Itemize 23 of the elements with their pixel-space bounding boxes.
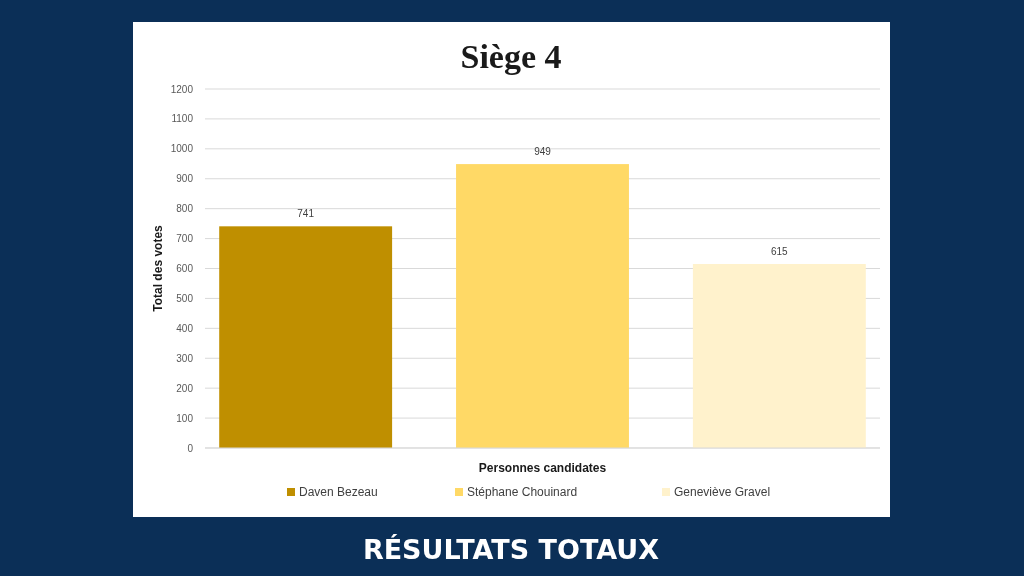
y-tick-label: 100 bbox=[176, 412, 194, 424]
y-axis-title: Total des votes bbox=[151, 224, 165, 312]
y-tick-label: 1200 bbox=[170, 83, 194, 95]
data-label: 949 bbox=[534, 146, 552, 158]
data-label: 615 bbox=[771, 246, 789, 258]
y-tick-label: 1100 bbox=[171, 113, 194, 125]
legend-label: Daven Bezeau bbox=[299, 485, 378, 499]
y-tick-label: 1000 bbox=[170, 143, 194, 155]
y-tick-label: 600 bbox=[176, 263, 194, 274]
y-tick-label: 900 bbox=[176, 173, 194, 185]
y-tick-label: 500 bbox=[176, 292, 194, 304]
chart-title: Siège 4 bbox=[460, 38, 562, 75]
y-tick-label: 400 bbox=[176, 322, 194, 334]
y-tick-label: 300 bbox=[176, 352, 194, 364]
text: RÉSULTATS TOTAUX bbox=[362, 534, 660, 565]
y-tick-label: 0 bbox=[187, 442, 194, 454]
y-tick-label: 800 bbox=[176, 203, 194, 215]
y-tick-label: 700 bbox=[176, 233, 194, 245]
x-axis-title: Personnes candidates bbox=[478, 461, 607, 475]
legend-label: Geneviève Gravel bbox=[674, 485, 771, 499]
y-tick-label: 200 bbox=[176, 382, 194, 394]
data-label: 741 bbox=[297, 208, 315, 220]
legend-label: Stéphane Chouinard bbox=[467, 485, 578, 499]
